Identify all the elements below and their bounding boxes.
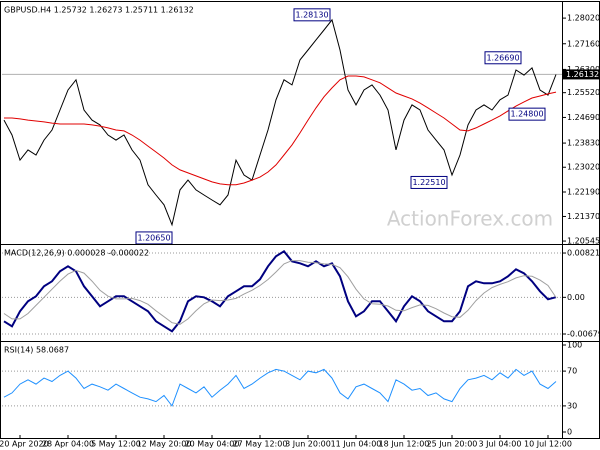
price-annotation: 1.24800 [510, 110, 543, 119]
y-tick-label: 0 [567, 428, 572, 437]
price-annotation: 1.22510 [412, 178, 445, 187]
y-tick-label: 1.27160 [567, 39, 600, 48]
x-tick-label: 28 Apr 04:00 [42, 440, 94, 449]
series-line [3, 249, 557, 333]
x-tick-label: 12 May 20:00 [137, 440, 192, 449]
price-annotation-box [410, 175, 448, 189]
x-tick-label: 18 Jun 12:00 [379, 440, 430, 449]
x-tick-label: 20 Apr 2020 [0, 440, 49, 449]
x-tick-label: 11 Jun 04:00 [331, 440, 382, 449]
x-tick-label: 3 Jul 04:00 [479, 440, 522, 449]
y-tick-label: 30 [567, 401, 577, 410]
y-tick-label: 0.008213 [567, 249, 600, 258]
y-tick-label: 1.23830 [567, 139, 600, 148]
y-tick-label: -0.006796 [567, 329, 600, 338]
x-tick-label: 3 Jun 20:00 [285, 440, 331, 449]
x-tick-label: 27 May 12:00 [233, 440, 288, 449]
y-tick-label: 1.21370 [567, 212, 600, 221]
price-annotation: 1.20650 [137, 233, 170, 242]
panel-title: GBPUSD.H4 1.25732 1.26273 1.25711 1.2613… [4, 6, 194, 15]
watermark: ActionForex.com [387, 207, 553, 231]
y-tick-label: 1.20545 [567, 237, 600, 246]
y-tick-label: 1.24690 [567, 113, 600, 122]
series-line [3, 368, 557, 407]
x-tick-label: 25 Jun 20:00 [427, 440, 478, 449]
price-annotation-box [293, 8, 331, 22]
y-tick-label: 1.28020 [567, 14, 600, 23]
price-annotation: 1.28130 [295, 10, 328, 19]
price-annotation-box [135, 231, 173, 245]
y-tick-label: 70 [567, 367, 577, 376]
panel-title: RSI(14) 58.0687 [4, 346, 69, 355]
x-tick-label: 10 Jul 12:00 [524, 440, 572, 449]
y-tick-label: 1.26300 [567, 65, 600, 74]
last-price-label: 1.26132 [566, 70, 599, 79]
price-annotation-box [484, 51, 522, 65]
last-price-box [563, 69, 600, 80]
x-tick-label: 20 May 04:00 [185, 440, 240, 449]
x-tick-label: 5 May 12:00 [91, 440, 141, 449]
y-tick-label: 1.23020 [567, 163, 600, 172]
y-tick-label: 1.22190 [567, 187, 600, 196]
y-tick-label: 1.25520 [567, 88, 600, 97]
series-line [4, 75, 557, 186]
price-annotation-box [508, 107, 546, 121]
panel-title: MACD(12,26,9) 0.000028 -0.000022 [4, 249, 149, 258]
price-annotation: 1.26690 [486, 53, 519, 62]
y-tick-label: 0.00 [567, 293, 585, 302]
series-line [3, 18, 557, 227]
series-line [3, 260, 557, 325]
y-tick-label: 100 [567, 341, 582, 350]
